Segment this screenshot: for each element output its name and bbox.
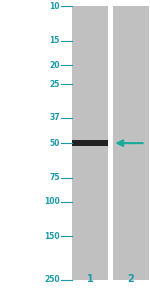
Text: 37: 37 (49, 113, 60, 122)
Text: 50: 50 (50, 139, 60, 148)
Text: 20: 20 (50, 61, 60, 70)
FancyBboxPatch shape (72, 140, 108, 146)
Text: 100: 100 (44, 197, 60, 207)
Text: 250: 250 (44, 275, 60, 284)
Text: 2: 2 (127, 274, 134, 284)
Text: 10: 10 (50, 2, 60, 11)
FancyBboxPatch shape (72, 6, 108, 280)
Text: 15: 15 (50, 36, 60, 45)
FancyBboxPatch shape (112, 6, 148, 280)
Text: 1: 1 (87, 274, 93, 284)
Text: 25: 25 (50, 80, 60, 89)
Text: 75: 75 (50, 173, 60, 182)
Text: 150: 150 (44, 232, 60, 241)
